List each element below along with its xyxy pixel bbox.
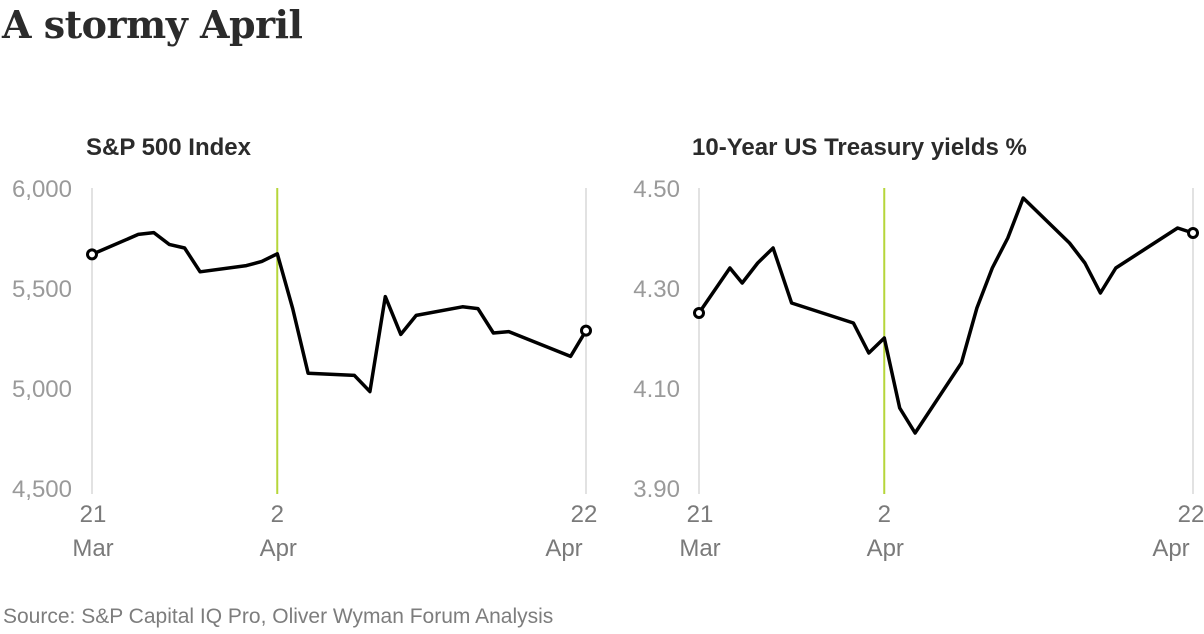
y-tick-label: 6,000 <box>12 176 72 203</box>
y-tick-label: 5,000 <box>12 376 72 403</box>
endpoint-marker <box>580 324 592 337</box>
x-tick-label: 21 <box>80 501 107 528</box>
endpoint-marker <box>86 248 98 261</box>
x-tick-label: Mar <box>72 535 113 562</box>
x-tick-label: 22 <box>571 501 598 528</box>
x-tick-label: 2 <box>271 501 284 528</box>
y-tick-label: 3.90 <box>633 476 680 503</box>
y-tick-label: 4,500 <box>12 476 72 503</box>
chart-panel-2: 10-Year US Treasury yields % 4.50 4.30 4.10… <box>633 134 1204 562</box>
chart-panel-1: S&P 500 Index 6,000 5,500 5,000 4,500 21 Mar 2 A… <box>12 134 597 562</box>
x-tick-label: Apr <box>260 535 297 562</box>
x-tick-label: Mar <box>679 535 720 562</box>
source-note: Source: S&P Capital IQ Pro, Oliver Wyman… <box>3 605 554 628</box>
series-line <box>697 196 1195 435</box>
y-tick-label: 4.30 <box>633 276 680 303</box>
x-tick-label: 22 <box>1178 501 1204 528</box>
x-tick-label: 2 <box>878 501 891 528</box>
page-title: A stormy April <box>2 2 303 47</box>
y-tick-label: 4.10 <box>633 376 680 403</box>
chart-title: 10-Year US Treasury yields % <box>692 134 1027 161</box>
y-tick-label: 4.50 <box>633 176 680 203</box>
chart-title: S&P 500 Index <box>86 134 252 161</box>
x-tick-label: Apr <box>1152 535 1189 562</box>
x-tick-label: Apr <box>867 535 904 562</box>
endpoint-marker <box>693 307 705 319</box>
series-line <box>90 230 588 394</box>
x-tick-label: Apr <box>545 535 582 562</box>
x-tick-label: 21 <box>687 501 714 528</box>
endpoint-marker <box>1187 227 1199 239</box>
y-tick-label: 5,500 <box>12 276 72 303</box>
